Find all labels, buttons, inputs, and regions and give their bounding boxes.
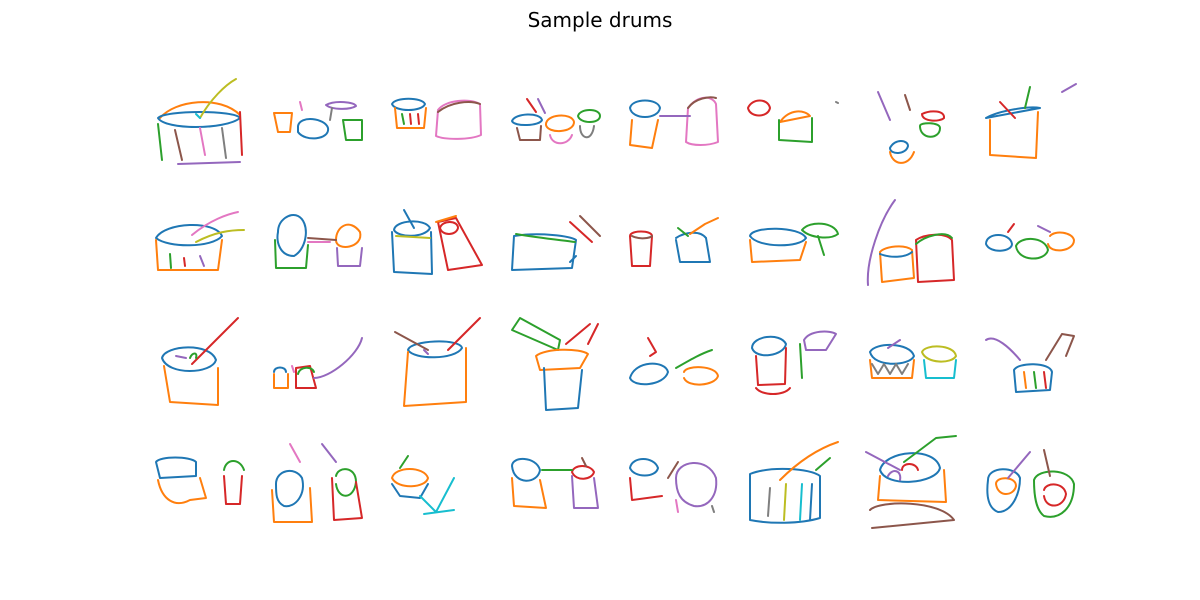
drum-sketch-16 [986, 224, 1074, 259]
drum-sketch-26 [272, 444, 362, 522]
drum-sketch-17 [162, 318, 238, 405]
drum-sketch-13 [630, 218, 718, 266]
drum-sketch-10 [275, 215, 362, 268]
drum-sketch-15 [868, 200, 954, 285]
drum-sketch-23 [870, 340, 956, 378]
drum-sketch-8 [986, 84, 1076, 158]
drum-sketch-2 [274, 102, 362, 140]
drum-sketch-7 [878, 92, 944, 163]
drum-sketch-11 [392, 210, 482, 274]
drum-sketch-12 [512, 216, 600, 270]
drum-sketch-18 [274, 338, 362, 388]
drum-sketch-31 [866, 436, 956, 528]
drum-sketch-14 [750, 224, 838, 262]
drum-sketch-29 [630, 459, 716, 512]
drum-sketch-3 [392, 99, 481, 139]
drum-sketch-20 [512, 318, 598, 410]
drum-sketch-6 [748, 101, 838, 143]
drum-sketch-25 [156, 458, 244, 505]
drum-sketch-32 [987, 450, 1074, 517]
drum-sketch-21 [630, 338, 718, 385]
drum-sketch-28 [512, 458, 598, 508]
drum-sketch-9 [156, 212, 244, 270]
drum-sketch-24 [986, 334, 1074, 392]
drum-sketch-1 [158, 79, 242, 164]
drum-sketch-22 [752, 332, 836, 394]
drum-sketch-19 [395, 318, 480, 406]
drum-sketch-27 [392, 456, 454, 514]
drum-sketch-30 [750, 442, 838, 523]
drum-sketch-4 [512, 99, 600, 143]
drum-sketch-5 [630, 97, 718, 148]
